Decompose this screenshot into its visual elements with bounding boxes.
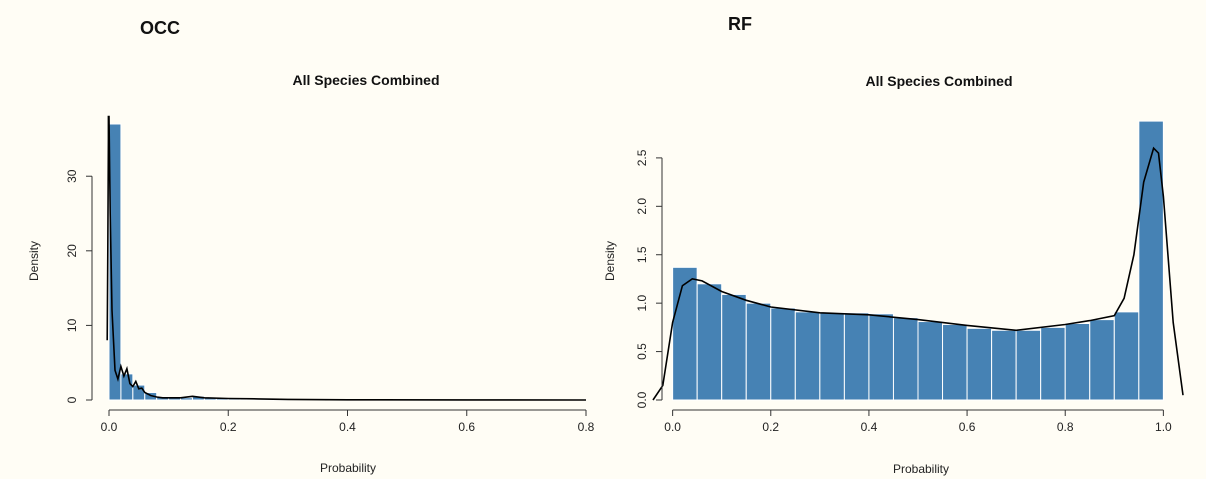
density-curve [652,146,1184,401]
chart-title: All Species Combined [865,73,1012,89]
y-tick-label: 0.0 [635,391,649,408]
panel-label-rf: RF [728,14,752,34]
histogram-bar [1138,120,1164,401]
histogram-bar [108,123,122,401]
histogram-bars [108,123,289,401]
x-tick-label: 0.8 [1057,420,1074,434]
x-axis: 0.0 0.2 0.4 0.6 0.8 1.0 [664,409,1172,434]
y-tick-label: 2.5 [635,149,649,166]
histogram-bar [794,311,821,401]
y-tick-label: 20 [65,244,79,258]
y-tick-label: 1.0 [635,294,649,311]
y-axis: 0.0 0.5 1.0 1.5 2.0 2.5 [635,149,663,408]
histogram-bar [1113,311,1140,401]
x-tick-label: 1.0 [1155,420,1172,434]
histogram-bar [966,327,993,401]
x-axis-label: Probability [893,462,949,476]
y-tick-label: 30 [65,169,79,183]
y-tick-label: 2.0 [635,198,649,215]
histogram-bar [917,321,944,401]
y-tick-label: 10 [65,318,79,332]
x-tick-label: 0.0 [664,420,681,434]
histogram-bar [819,312,845,401]
histogram-bar [942,323,968,401]
histogram-bar [1064,322,1091,401]
histogram-bar [770,307,796,401]
histogram-bar [721,293,747,401]
histogram-bar [843,312,870,401]
x-axis-label: Probability [320,461,376,475]
histogram-bar [672,266,698,401]
x-tick-label: 0.6 [458,420,475,434]
histogram-bar [1089,319,1115,401]
y-axis: 0 10 20 30 [65,169,93,403]
histogram-bar [892,317,919,401]
x-tick-label: 0.4 [861,420,878,434]
histogram-bar [868,313,894,401]
occ-histogram-chart: All Species Combined 0.0 0.2 0.4 0.6 0.8 0 10… [27,72,595,475]
histogram-bar [745,302,772,401]
x-tick-label: 0.2 [762,420,779,434]
density-curve [106,115,587,401]
histogram-bars [672,120,1164,401]
histogram-bar [120,373,134,401]
panel-label-occ: OCC [140,18,180,38]
y-axis-label: Density [27,241,41,281]
x-tick-label: 0.4 [339,420,356,434]
histogram-bar [1015,329,1042,401]
y-tick-label: 0.5 [635,343,649,360]
histogram-bar [696,283,723,401]
x-tick-label: 0.8 [578,420,595,434]
y-axis-label: Density [603,241,617,281]
x-tick-label: 0.0 [101,420,118,434]
y-tick-label: 0 [65,396,79,403]
y-tick-label: 1.5 [635,246,649,263]
chart-title: All Species Combined [292,72,439,88]
histogram-bar [991,329,1017,401]
x-tick-label: 0.2 [220,420,237,434]
histogram-bar [1040,326,1066,401]
x-tick-label: 0.6 [959,420,976,434]
x-axis: 0.0 0.2 0.4 0.6 0.8 [101,409,595,434]
